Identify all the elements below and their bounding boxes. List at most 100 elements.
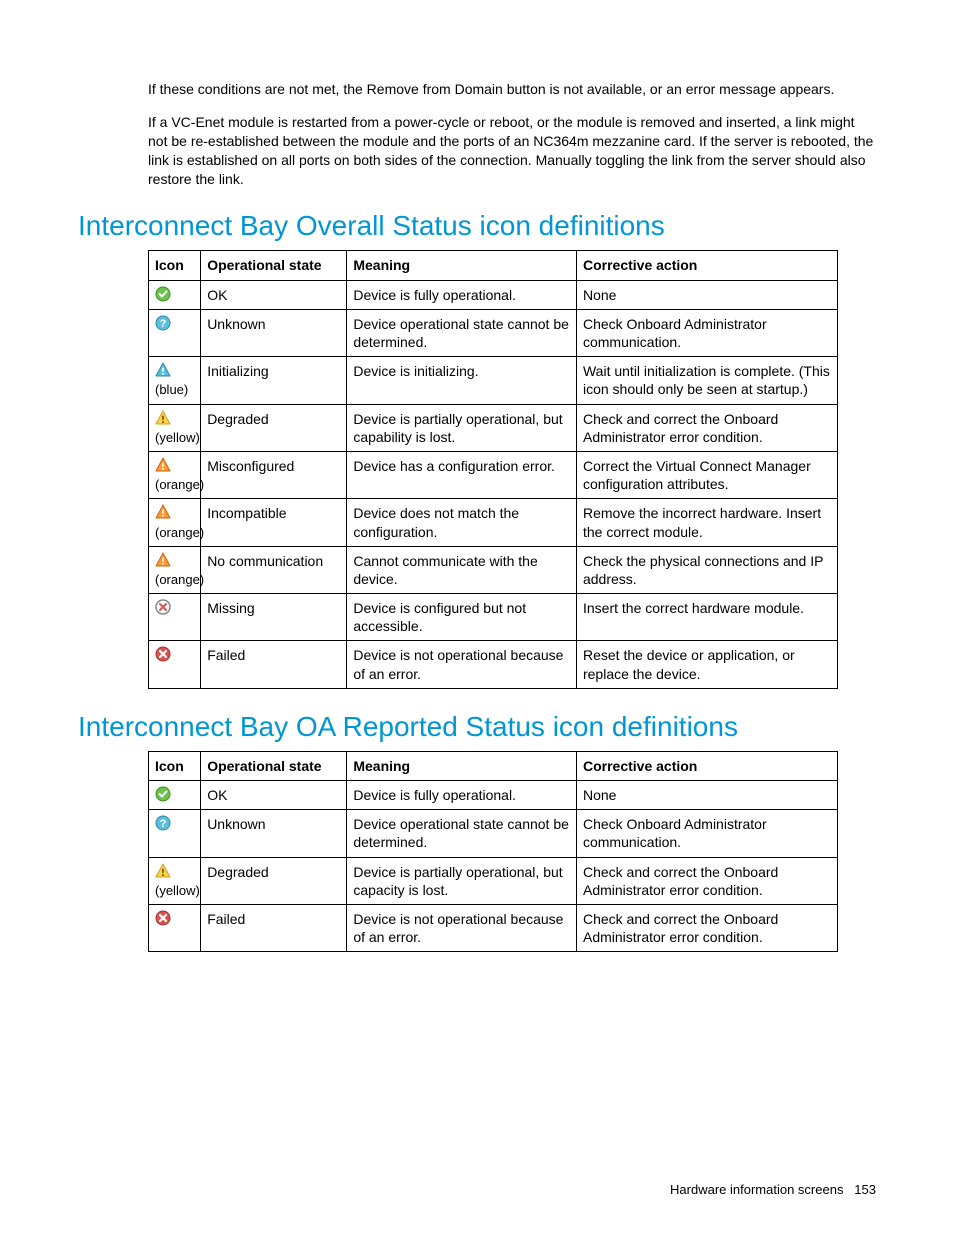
- col-state: Operational state: [201, 251, 347, 280]
- cell-action: None: [576, 781, 837, 810]
- col-icon: Icon: [149, 251, 201, 280]
- cell-action: Insert the correct hardware module.: [576, 594, 837, 641]
- cell-meaning: Device is not operational because of an …: [347, 904, 577, 951]
- table-row: (blue) InitializingDevice is initializing…: [149, 357, 838, 404]
- cell-icon: ?: [149, 309, 201, 356]
- warn-orange-icon: [155, 457, 171, 473]
- table-row: OKDevice is fully operational.None: [149, 781, 838, 810]
- failed-icon: [155, 910, 171, 926]
- table-row: FailedDevice is not operational because …: [149, 641, 838, 688]
- cell-action: Correct the Virtual Connect Manager conf…: [576, 451, 837, 498]
- cell-icon: [149, 781, 201, 810]
- cell-action: Check and correct the Onboard Administra…: [576, 857, 837, 904]
- cell-state: Unknown: [201, 810, 347, 857]
- cell-state: Incompatible: [201, 499, 347, 546]
- cell-icon: [149, 641, 201, 688]
- unknown-icon: ?: [155, 315, 171, 331]
- icon-color-note: (yellow): [155, 883, 194, 899]
- icon-color-note: (orange): [155, 572, 194, 588]
- unknown-icon: ?: [155, 815, 171, 831]
- cell-state: Unknown: [201, 309, 347, 356]
- warn-blue-icon: [155, 362, 171, 378]
- table-row: ? UnknownDevice operational state cannot …: [149, 309, 838, 356]
- missing-icon: [155, 599, 171, 615]
- cell-action: Check the physical connections and IP ad…: [576, 546, 837, 593]
- table-row: (yellow) DegradedDevice is partially oper…: [149, 404, 838, 451]
- cell-state: Failed: [201, 641, 347, 688]
- cell-action: Wait until initialization is complete. (…: [576, 357, 837, 404]
- warn-orange-icon: [155, 552, 171, 568]
- cell-meaning: Device is partially operational, but cap…: [347, 404, 577, 451]
- cell-meaning: Device is fully operational.: [347, 280, 577, 309]
- icon-color-note: (yellow): [155, 430, 194, 446]
- cell-action: Remove the incorrect hardware. Insert th…: [576, 499, 837, 546]
- table-header-row: Icon Operational state Meaning Correctiv…: [149, 751, 838, 780]
- cell-icon: (yellow): [149, 857, 201, 904]
- heading-oa-reported-status: Interconnect Bay OA Reported Status icon…: [78, 711, 876, 743]
- cell-meaning: Device is not operational because of an …: [347, 641, 577, 688]
- cell-action: Check Onboard Administrator communicatio…: [576, 810, 837, 857]
- intro-paragraph-1: If these conditions are not met, the Rem…: [148, 80, 876, 99]
- table-row: FailedDevice is not operational because …: [149, 904, 838, 951]
- table-row: (orange) IncompatibleDevice does not matc…: [149, 499, 838, 546]
- table-row: OKDevice is fully operational.None: [149, 280, 838, 309]
- cell-action: Reset the device or application, or repl…: [576, 641, 837, 688]
- svg-text:?: ?: [160, 818, 167, 830]
- footer-page-number: 153: [854, 1182, 876, 1197]
- table-oa-status: Icon Operational state Meaning Correctiv…: [148, 751, 838, 953]
- cell-icon: [149, 280, 201, 309]
- icon-color-note: (blue): [155, 382, 194, 398]
- table-row: (orange) MisconfiguredDevice has a config…: [149, 451, 838, 498]
- cell-state: Degraded: [201, 404, 347, 451]
- footer-section: Hardware information screens: [670, 1182, 843, 1197]
- ok-icon: [155, 286, 171, 302]
- cell-meaning: Device operational state cannot be deter…: [347, 309, 577, 356]
- col-meaning: Meaning: [347, 251, 577, 280]
- col-action: Corrective action: [576, 751, 837, 780]
- warn-yellow-icon: [155, 863, 171, 879]
- cell-icon: [149, 594, 201, 641]
- table-row: (orange)No communicationCannot communica…: [149, 546, 838, 593]
- col-icon: Icon: [149, 751, 201, 780]
- col-state: Operational state: [201, 751, 347, 780]
- cell-action: Check and correct the Onboard Administra…: [576, 904, 837, 951]
- cell-state: Degraded: [201, 857, 347, 904]
- cell-action: Check and correct the Onboard Administra…: [576, 404, 837, 451]
- cell-icon: (orange): [149, 546, 201, 593]
- cell-icon: (orange): [149, 499, 201, 546]
- cell-action: Check Onboard Administrator communicatio…: [576, 309, 837, 356]
- table-row: ? UnknownDevice operational state cannot …: [149, 810, 838, 857]
- icon-color-note: (orange): [155, 525, 194, 541]
- table-overall-status: Icon Operational state Meaning Correctiv…: [148, 250, 838, 688]
- cell-icon: (orange): [149, 451, 201, 498]
- failed-icon: [155, 646, 171, 662]
- cell-meaning: Device does not match the configuration.: [347, 499, 577, 546]
- col-meaning: Meaning: [347, 751, 577, 780]
- cell-state: Initializing: [201, 357, 347, 404]
- cell-icon: [149, 904, 201, 951]
- cell-state: Misconfigured: [201, 451, 347, 498]
- cell-icon: (blue): [149, 357, 201, 404]
- cell-action: None: [576, 280, 837, 309]
- cell-icon: ?: [149, 810, 201, 857]
- heading-overall-status: Interconnect Bay Overall Status icon def…: [78, 210, 876, 242]
- cell-meaning: Device has a configuration error.: [347, 451, 577, 498]
- cell-meaning: Cannot communicate with the device.: [347, 546, 577, 593]
- page-footer: Hardware information screens 153: [670, 1182, 876, 1197]
- cell-state: Missing: [201, 594, 347, 641]
- cell-meaning: Device is fully operational.: [347, 781, 577, 810]
- icon-color-note: (orange): [155, 477, 194, 493]
- table-row: (yellow) DegradedDevice is partially oper…: [149, 857, 838, 904]
- cell-icon: (yellow): [149, 404, 201, 451]
- cell-state: OK: [201, 280, 347, 309]
- cell-meaning: Device is partially operational, but cap…: [347, 857, 577, 904]
- warn-yellow-icon: [155, 410, 171, 426]
- svg-text:?: ?: [160, 318, 167, 330]
- intro-paragraph-2: If a VC-Enet module is restarted from a …: [148, 113, 876, 189]
- ok-icon: [155, 786, 171, 802]
- cell-meaning: Device is configured but not accessible.: [347, 594, 577, 641]
- cell-state: Failed: [201, 904, 347, 951]
- cell-meaning: Device is initializing.: [347, 357, 577, 404]
- warn-orange-icon: [155, 504, 171, 520]
- cell-meaning: Device operational state cannot be deter…: [347, 810, 577, 857]
